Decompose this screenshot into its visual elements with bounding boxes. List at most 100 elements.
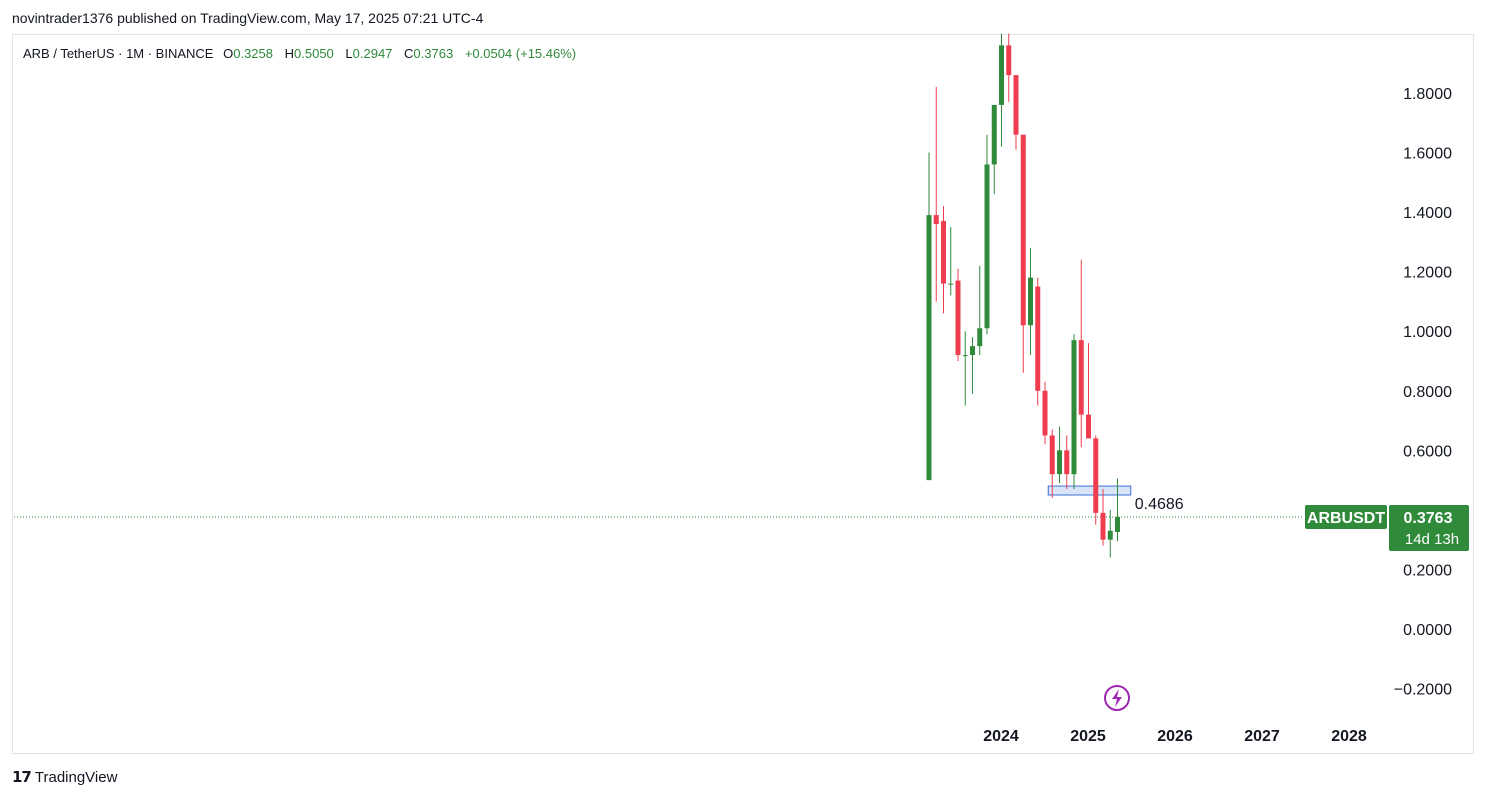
candle-body (962, 355, 968, 357)
candle (1086, 343, 1091, 439)
x-tick-label: 2028 (1331, 728, 1367, 745)
zone-label: 0.4686 (1135, 496, 1184, 513)
candle (1071, 334, 1077, 490)
candle (1020, 134, 1026, 373)
ticker-tag-text: ARBUSDT (1307, 510, 1385, 527)
candle (955, 268, 961, 361)
candle-body (955, 280, 961, 356)
candle (962, 331, 968, 406)
last-price-tag: ARBUSDT 0.3763 14d 13h (1305, 504, 1469, 551)
candle-body (1115, 516, 1120, 532)
price-tag-value: 0.3763 (1404, 510, 1453, 527)
candle (1006, 33, 1012, 102)
candle-body (1100, 512, 1106, 540)
legend-low-label: L (345, 46, 353, 61)
candle (1028, 247, 1033, 356)
candle (926, 152, 932, 481)
candle-body (999, 45, 1004, 105)
candle-body (1107, 530, 1113, 540)
y-tick-label: 1.4000 (1403, 205, 1452, 222)
candle-countdown: 14d 13h (1405, 531, 1459, 548)
candle (948, 227, 954, 296)
candle (1042, 381, 1048, 445)
candle-body (926, 215, 932, 481)
legend-close-label: C (404, 46, 414, 61)
candle-body (1042, 390, 1048, 436)
candle (999, 33, 1004, 147)
price-tag (1389, 504, 1469, 551)
candle-body (1006, 45, 1012, 76)
flash-icon-bolt (1112, 689, 1122, 707)
tradingview-logo-icon: 𝟭𝟳 (12, 769, 32, 786)
candle-body (1028, 277, 1033, 326)
candle-body (948, 283, 954, 285)
candle-body (1013, 75, 1019, 135)
legend-symbol[interactable]: ARB / TetherUS · 1M · BINANCE (23, 46, 214, 61)
chart-frame[interactable] (12, 34, 1474, 754)
candle (970, 337, 975, 394)
candle-body (984, 164, 990, 329)
ticker-tag (1305, 504, 1387, 529)
candle (1049, 429, 1055, 498)
candle-body (1057, 450, 1062, 475)
candle (991, 104, 997, 195)
y-tick-label: 0.2000 (1403, 562, 1452, 579)
candle-body (941, 221, 946, 284)
zone-rect[interactable] (1047, 485, 1132, 496)
candle-body (1049, 435, 1055, 475)
candle-body (991, 104, 997, 165)
y-tick-label: 1.6000 (1403, 146, 1452, 163)
legend-change: +0.0504 (+15.46%) (464, 46, 577, 61)
candle (1064, 435, 1070, 490)
candle (1057, 426, 1062, 484)
candle (1107, 509, 1113, 558)
candle-body (1086, 414, 1091, 439)
candle (1035, 277, 1041, 406)
y-tick-label: 1.2000 (1403, 265, 1452, 282)
horizontal-zone[interactable]: 0.4686 (1047, 485, 1184, 513)
candle (1078, 259, 1084, 448)
candle-body (1064, 450, 1070, 475)
candle (1093, 435, 1099, 525)
candle-body (1020, 134, 1026, 326)
candle (1013, 75, 1019, 150)
candle (1115, 478, 1120, 542)
price-axis[interactable]: 1.8000 1.6000 1.4000 1.2000 1.0000 0.8000 0.60… (1394, 86, 1452, 699)
y-tick-label: 0.8000 (1403, 384, 1452, 401)
candle-body (1035, 286, 1041, 391)
x-tick-label: 2027 (1244, 728, 1280, 745)
y-tick-label: −0.2000 (1394, 682, 1452, 699)
flash-icon[interactable] (1104, 685, 1130, 711)
x-tick-label: 2026 (1157, 728, 1193, 745)
candle-body (1078, 340, 1084, 415)
candles (926, 33, 1120, 558)
ohlc-legend: ARB / TetherUS · 1M · BINANCE O0.3258 H0… (23, 46, 584, 61)
candle (977, 265, 983, 356)
y-tick-label: 0.6000 (1403, 443, 1452, 460)
y-tick-label: 1.0000 (1403, 324, 1452, 341)
time-axis[interactable]: 2024 2025 2026 2027 2028 (983, 728, 1367, 745)
publish-info: novintrader1376 published on TradingView… (12, 10, 484, 26)
tradingview-brand-text: TradingView (34, 768, 118, 786)
y-tick-label: 0.0000 (1403, 622, 1452, 639)
candle-body (970, 346, 975, 356)
candle-body (1093, 438, 1099, 513)
legend-low-value: 0.2947 (352, 46, 393, 61)
candle (984, 134, 990, 335)
legend-open-value: 0.3258 (233, 46, 273, 61)
candle-body (933, 215, 939, 225)
candle (941, 206, 946, 314)
legend-open-label: O (223, 46, 234, 61)
tradingview-logo[interactable]: 𝟭𝟳 TradingView (12, 768, 118, 787)
candle-body (1071, 340, 1077, 475)
legend-high-value: 0.5050 (294, 46, 334, 61)
x-tick-label: 2024 (983, 728, 1019, 745)
legend-close-value: 0.3763 (413, 46, 454, 61)
legend-high-label: H (284, 46, 295, 61)
candle (1100, 489, 1106, 546)
x-tick-label: 2025 (1070, 728, 1106, 745)
y-tick-label: 1.8000 (1403, 86, 1452, 103)
candle-body (977, 328, 983, 347)
candle (933, 87, 939, 302)
